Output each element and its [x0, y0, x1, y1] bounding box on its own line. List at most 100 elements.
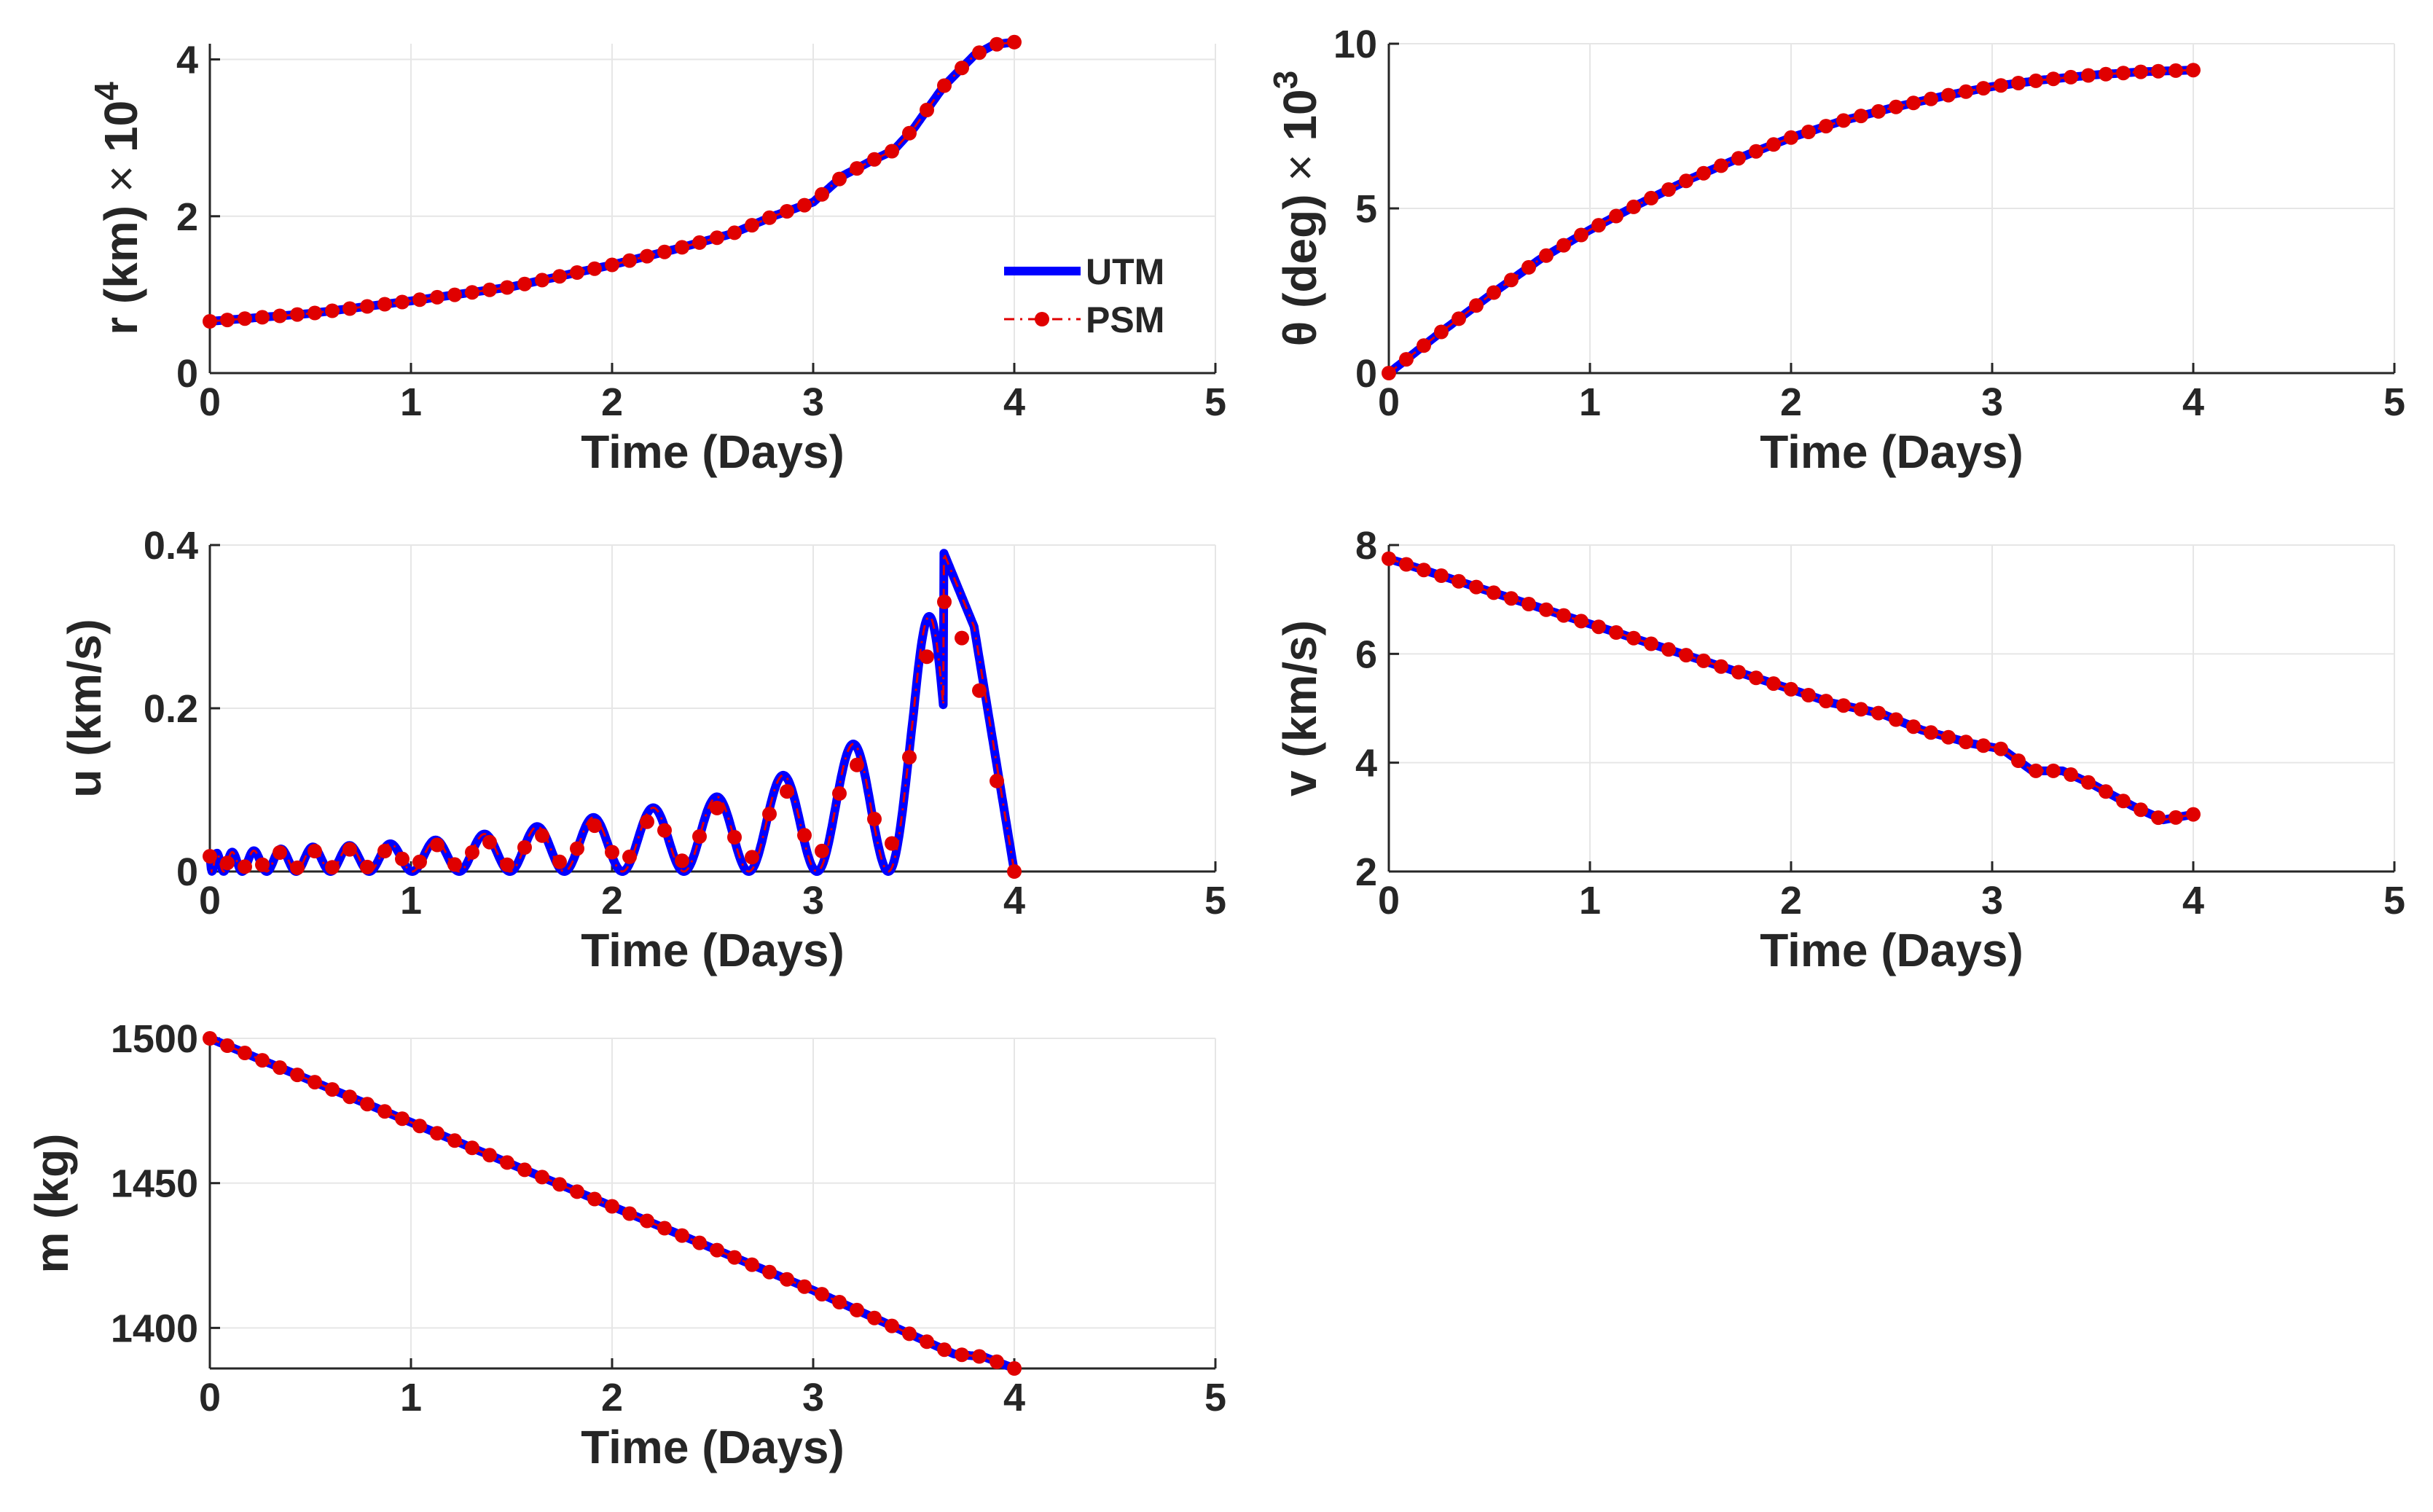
- x-tick-label: 3: [802, 879, 824, 923]
- psm-marker: [325, 1082, 340, 1097]
- y-tick-label: 0.2: [144, 687, 198, 731]
- x-axis-label: Time (Days): [1760, 426, 2023, 478]
- legend-utm-label: UTM: [1086, 251, 1164, 292]
- psm-marker: [203, 1031, 217, 1046]
- psm-marker: [220, 855, 235, 871]
- y-tick-label: 0: [176, 352, 198, 396]
- x-tick-label: 3: [802, 380, 824, 424]
- y-tick-label: 1400: [111, 1307, 198, 1350]
- psm-marker: [500, 280, 514, 295]
- psm-marker: [1801, 125, 1816, 139]
- psm-marker: [1626, 630, 1641, 646]
- psm-marker: [1451, 311, 1466, 326]
- x-tick-label: 1: [1579, 380, 1601, 424]
- psm-marker: [1714, 158, 1728, 173]
- y-tick-label: 5: [1355, 187, 1377, 231]
- psm-marker: [290, 1068, 305, 1083]
- psm-marker: [745, 850, 759, 865]
- y-tick-label: 2: [176, 195, 198, 239]
- psm-marker: [2064, 767, 2078, 782]
- psm-marker: [535, 1170, 549, 1185]
- psm-marker: [1644, 190, 1658, 205]
- psm-marker: [1819, 694, 1833, 709]
- psm-marker: [1766, 676, 1781, 692]
- psm-marker: [727, 225, 742, 240]
- psm-marker: [1504, 273, 1519, 288]
- psm-marker: [430, 289, 444, 305]
- psm-marker: [1994, 741, 2008, 756]
- psm-marker: [412, 854, 427, 869]
- psm-marker: [675, 240, 689, 255]
- x-tick-label: 0: [1378, 380, 1400, 424]
- y-tick-label: 8: [1355, 524, 1377, 568]
- psm-marker: [762, 210, 777, 225]
- x-tick-label: 4: [2182, 879, 2204, 923]
- psm-marker: [2099, 66, 2113, 82]
- psm-marker: [1007, 34, 1022, 50]
- psm-marker: [1749, 670, 1763, 686]
- psm-marker: [850, 757, 864, 772]
- psm-marker: [972, 683, 987, 698]
- psm-marker: [535, 828, 549, 843]
- psm-marker: [325, 303, 340, 318]
- psm-marker: [2029, 763, 2043, 778]
- psm-marker: [1626, 199, 1641, 214]
- psm-marker: [517, 840, 532, 855]
- psm-marker: [1871, 103, 1886, 119]
- psm-marker: [1749, 144, 1763, 159]
- psm-marker: [1819, 119, 1833, 134]
- psm-marker: [1521, 597, 1536, 611]
- x-axis-label: Time (Days): [581, 1421, 845, 1473]
- y-tick-label: 4: [176, 39, 198, 82]
- y-axis-label: u (km/s): [58, 619, 111, 797]
- x-tick-label: 1: [1579, 879, 1601, 923]
- psm-marker: [972, 45, 987, 60]
- psm-marker: [1609, 625, 1623, 640]
- psm-marker: [937, 595, 952, 609]
- psm-marker: [342, 301, 357, 316]
- psm-marker: [1941, 729, 1956, 745]
- psm-marker: [517, 1162, 532, 1178]
- y-tick-label: 0.4: [144, 524, 198, 568]
- psm-marker: [360, 859, 375, 874]
- psm-marker: [273, 1060, 287, 1076]
- psm-marker: [1591, 218, 1606, 233]
- psm-marker: [1924, 725, 1938, 740]
- y-tick-label: 2: [1355, 850, 1377, 894]
- psm-marker: [762, 807, 777, 822]
- x-tick-label: 1: [400, 380, 422, 424]
- psm-marker: [1924, 91, 1938, 106]
- panel-u: 0 1 2 3 4 5 0 0.2 0.4 Time (Days) u (km/s): [58, 524, 1226, 976]
- psm-marker: [412, 292, 427, 308]
- psm-marker: [797, 828, 812, 843]
- psm-marker: [203, 314, 217, 329]
- y-tick-label: 0: [1355, 352, 1377, 396]
- psm-marker: [307, 844, 322, 858]
- psm-marker: [2168, 810, 2183, 825]
- psm-marker: [885, 144, 899, 159]
- psm-marker: [1556, 608, 1571, 623]
- psm-marker: [238, 311, 252, 326]
- psm-marker: [1889, 99, 1903, 114]
- psm-marker: [587, 261, 602, 276]
- psm-marker: [1731, 151, 1746, 166]
- x-tick-label: 2: [1780, 879, 1802, 923]
- psm-marker: [395, 294, 410, 310]
- psm-marker: [1959, 84, 1973, 99]
- psm-marker: [780, 784, 794, 799]
- psm-marker: [360, 1097, 375, 1112]
- psm-marker: [395, 1111, 410, 1127]
- psm-marker: [867, 152, 882, 167]
- psm-marker: [745, 218, 759, 233]
- psm-marker: [552, 854, 567, 869]
- psm-marker: [1976, 81, 1991, 96]
- x-tick-label: 0: [199, 380, 221, 424]
- y-tick-label: 1450: [111, 1162, 198, 1206]
- psm-marker: [1399, 557, 1414, 572]
- psm-marker: [465, 285, 479, 300]
- psm-marker: [902, 1326, 917, 1341]
- psm-marker: [482, 282, 497, 297]
- psm-marker: [1836, 113, 1851, 128]
- psm-marker: [1417, 563, 1431, 578]
- psm-marker: [1417, 338, 1431, 353]
